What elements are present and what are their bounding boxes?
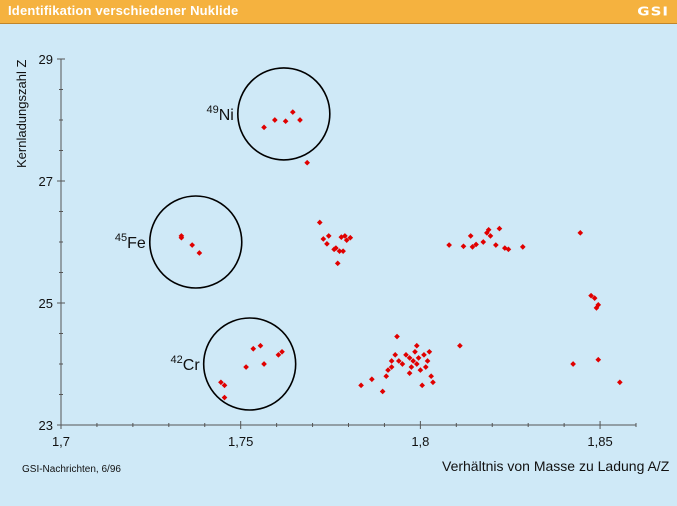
data-point: [421, 352, 427, 358]
data-point: [446, 242, 452, 248]
x-axis-label: Verhältnis von Masse zu Ladung A/Z: [442, 458, 670, 474]
data-point: [412, 348, 418, 355]
gsi-logo: GSI: [637, 3, 669, 19]
data-point: [467, 233, 474, 239]
data-point: [388, 358, 395, 364]
data-point: [392, 352, 399, 358]
data-point: [519, 244, 526, 250]
nuclide-circle-fe: [148, 195, 243, 289]
nuclide-label-fe: 45Fe: [115, 232, 146, 252]
data-point: [385, 367, 391, 373]
data-point: [480, 239, 487, 245]
data-point: [595, 302, 602, 308]
data-point: [324, 241, 330, 247]
x-tick-label: 1,8: [411, 434, 429, 449]
data-point: [426, 348, 433, 355]
nuclide-circle-cr: [202, 317, 297, 411]
data-point: [250, 345, 257, 352]
data-point: [320, 236, 327, 242]
data-point: [261, 124, 267, 131]
data-point: [496, 225, 503, 232]
data-point: [333, 245, 339, 251]
data-point: [178, 234, 185, 241]
data-point: [325, 233, 332, 239]
data-point: [358, 382, 364, 389]
data-point: [570, 361, 576, 367]
data-point: [457, 342, 463, 349]
data-point: [271, 117, 278, 123]
data-point: [415, 355, 422, 361]
data-point: [221, 382, 228, 389]
scatter-chart: 23 25 27 29 1,7 1,75 1,8 1,85 49Ni 45Fe 42Cr: [39, 52, 637, 449]
data-point: [289, 109, 296, 115]
data-point: [221, 394, 228, 401]
data-point: [275, 352, 282, 358]
x-tick-label: 1,7: [52, 434, 70, 449]
x-tick-label: 1,85: [587, 434, 612, 449]
data-point: [413, 361, 420, 367]
data-point: [577, 230, 584, 236]
y-tick-label: 27: [39, 174, 53, 189]
data-point: [383, 373, 390, 380]
data-point: [485, 226, 492, 233]
data-point: [588, 292, 594, 299]
data-point: [469, 244, 476, 250]
data-point: [279, 348, 285, 355]
data-point: [243, 364, 249, 370]
data-point: [336, 248, 343, 254]
data-point: [369, 376, 375, 383]
y-tick-label: 23: [39, 418, 53, 433]
data-point: [388, 364, 395, 370]
data-point: [430, 379, 436, 386]
data-point: [261, 361, 267, 367]
data-point: [379, 388, 386, 395]
data-point: [334, 260, 341, 267]
nuclide-circle-ni: [237, 67, 331, 161]
data-point: [413, 342, 420, 349]
data-point: [616, 379, 623, 386]
data-point: [410, 358, 417, 364]
source-note: GSI-Nachrichten, 6/96: [22, 464, 121, 475]
data-point: [189, 242, 196, 248]
data-point: [196, 250, 203, 256]
y-tick-label: 29: [39, 52, 53, 67]
header-bar: Identifikation verschiedener Nuklide GSI: [0, 0, 677, 24]
data-point: [505, 246, 512, 253]
nuclide-label-cr: 42Cr: [171, 354, 201, 374]
data-point: [395, 358, 402, 364]
data-point: [257, 342, 264, 349]
data-point: [406, 355, 413, 361]
data-point: [304, 159, 311, 166]
data-point: [422, 364, 429, 370]
y-axis-label: Kernladungszahl Z: [14, 59, 29, 168]
data-point: [424, 358, 431, 364]
data-point: [473, 241, 479, 248]
data-point: [394, 333, 400, 340]
x-tick-label: 1,75: [228, 434, 253, 449]
data-point: [340, 248, 346, 254]
data-point: [342, 233, 348, 239]
data-point: [487, 233, 494, 239]
data-point: [282, 118, 289, 125]
data-point: [428, 373, 434, 380]
data-point: [343, 237, 350, 243]
data-point: [316, 219, 323, 226]
data-point: [417, 367, 424, 373]
data-point: [419, 382, 426, 389]
data-point: [347, 234, 354, 241]
data-point: [218, 379, 224, 386]
data-point: [297, 117, 303, 123]
data-point: [403, 352, 409, 358]
data-point: [408, 364, 415, 370]
data-point: [595, 356, 602, 363]
data-point: [493, 242, 499, 248]
data-point: [591, 295, 598, 301]
y-tick-label: 25: [39, 296, 53, 311]
data-point: [460, 243, 467, 250]
nuclide-label-ni: 49Ni: [206, 104, 233, 124]
page-title: Identifikation verschiedener Nuklide: [8, 3, 239, 18]
data-point: [406, 370, 413, 376]
data-point: [399, 361, 406, 367]
